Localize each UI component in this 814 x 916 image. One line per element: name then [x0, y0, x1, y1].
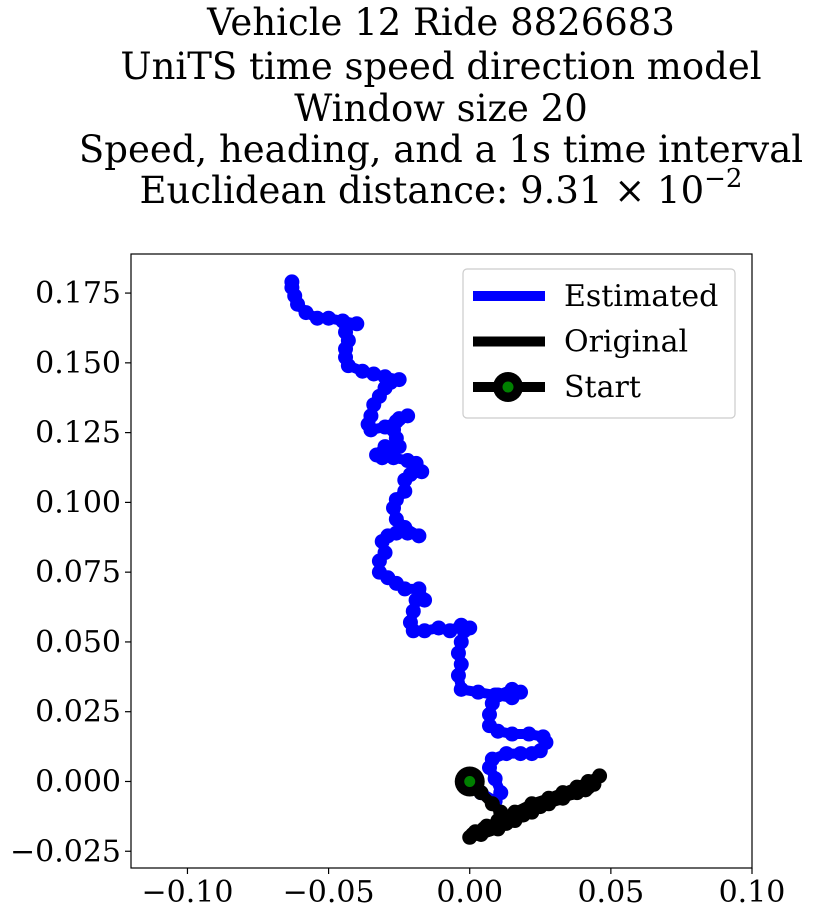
y-tick-label-2: 0.025 [35, 695, 121, 730]
y-tick-label-7: 0.150 [35, 346, 121, 381]
y-tick-label-3: 0.050 [35, 625, 121, 660]
series-point-estimated-12 [535, 729, 551, 745]
series-point-original-30 [532, 799, 548, 815]
series-point-estimated-22 [504, 690, 520, 706]
legend-box [462, 268, 736, 419]
series-point-estimated-33 [442, 623, 458, 639]
y-tick-label-1: 0.000 [35, 764, 121, 799]
series-group [284, 274, 608, 845]
title-line-3: Window size 20 [294, 87, 588, 130]
series-point-estimated-63 [386, 450, 402, 466]
series-point-estimated-35 [417, 623, 433, 639]
legend: Estimated Original Start [462, 268, 736, 419]
series-point-estimated-73 [377, 419, 393, 435]
title-line-5: Euclidean distance: 9.31 × 10−2 [140, 164, 743, 212]
series-point-estimated-13 [521, 726, 537, 742]
series-point-estimated-40 [417, 592, 433, 608]
x-tick-label-0: −0.10 [141, 875, 233, 910]
series-point-estimated-99 [284, 274, 300, 290]
series-point-estimated-45 [371, 564, 387, 580]
y-tick-label-4: 0.075 [35, 555, 121, 590]
x-tick-label-3: 0.05 [577, 875, 644, 910]
series-point-estimated-41 [411, 581, 427, 597]
legend-label-original: Original [564, 325, 688, 360]
series-point-estimated-23 [487, 687, 503, 703]
title-line-1: Vehicle 12 Ride 8826683 [206, 1, 675, 44]
series-point-estimated-71 [400, 408, 416, 424]
series-point-estimated-7 [498, 746, 514, 762]
title-metric-prefix: Euclidean distance: 9.31 × 10 [140, 169, 705, 212]
chart-title: Vehicle 12 Ride 8826683 UniTS time speed… [79, 1, 803, 212]
series-point-estimated-52 [411, 528, 427, 544]
y-tick-label-0: −0.025 [10, 834, 121, 869]
axes-layer: −0.10 −0.05 0.00 0.05 0.10 −0.025 0.000 0.025 0.… [10, 253, 786, 910]
series-point-estimated-59 [402, 466, 418, 482]
series-point-original-29 [515, 807, 531, 823]
series-point-estimated-24 [470, 684, 486, 700]
series-point-estimated-16 [481, 718, 497, 734]
plot-layer [284, 274, 608, 845]
series-point-estimated-91 [349, 316, 365, 332]
x-tick-label-2: 0.00 [436, 875, 503, 910]
series-point-original-31 [549, 790, 565, 806]
legend-label-start: Start [564, 370, 641, 405]
series-point-estimated-66 [377, 439, 393, 455]
series-point-estimated-94 [309, 310, 325, 326]
series-point-estimated-72 [388, 413, 404, 429]
series-point-estimated-83 [366, 366, 382, 382]
series-point-original-32 [563, 785, 579, 801]
series-markers-estimated [284, 274, 554, 809]
legend-start-marker-inner [502, 381, 514, 393]
series-point-estimated-3 [493, 785, 509, 801]
y-tick-label-5: 0.100 [35, 485, 121, 520]
legend-label-estimated: Estimated [564, 279, 718, 314]
series-point-estimated-34 [431, 620, 447, 636]
series-point-estimated-92 [335, 313, 351, 329]
series-point-original-26 [465, 827, 481, 843]
series-point-original-28 [498, 815, 514, 831]
series-point-estimated-57 [397, 483, 413, 499]
series-point-estimated-84 [354, 363, 370, 379]
x-tick-label-1: −0.05 [283, 875, 375, 910]
start-point-inner [464, 775, 476, 787]
series-point-original-27 [481, 821, 497, 837]
title-line-4: Speed, heading, and a 1s time interval [79, 128, 803, 171]
y-tick-label-8: 0.175 [35, 276, 121, 311]
series-point-estimated-25 [453, 681, 469, 697]
y-tick-label-6: 0.125 [35, 416, 121, 451]
series-point-estimated-62 [400, 453, 416, 469]
series-point-estimated-93 [321, 310, 337, 326]
title-metric-exponent: −2 [704, 164, 742, 194]
series-point-estimated-14 [504, 726, 520, 742]
title-line-2: UniTS time speed direction model [120, 45, 761, 88]
series-point-original-34 [586, 776, 602, 792]
series-point-estimated-32 [453, 617, 469, 633]
series-point-estimated-82 [377, 369, 393, 385]
series-point-estimated-4 [487, 771, 503, 787]
series-point-estimated-81 [391, 372, 407, 388]
series-point-estimated-8 [513, 746, 529, 762]
series-point-estimated-6 [484, 751, 500, 767]
x-tick-label-4: 0.10 [719, 875, 786, 910]
axes-frame [130, 253, 753, 869]
